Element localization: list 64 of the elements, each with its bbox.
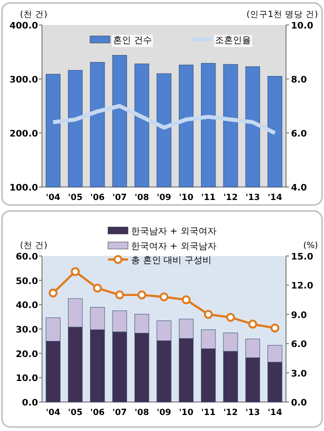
point [204, 310, 213, 319]
x-tick-label: '12 [223, 193, 238, 203]
x-tick-label: '08 [134, 193, 150, 203]
y-tick-label: 30.0 [16, 326, 38, 336]
y-tick-label: 60.0 [16, 252, 38, 262]
y2-tick-label: 15.0 [291, 252, 314, 262]
x-tick-label: '10 [178, 193, 194, 203]
legend-label: 한국여자 + 외국남자 [131, 242, 216, 252]
x-tick-label: '04 [46, 193, 60, 203]
x-tick-label: '13 [246, 193, 260, 203]
y2-tick-label: 3.0 [291, 369, 307, 380]
y-tick-label: 0.0 [22, 398, 38, 408]
x-tick-label: '09 [156, 408, 172, 418]
x-tick-label: '06 [90, 408, 105, 418]
y2-tick-label: 8.0 [291, 76, 307, 86]
legend-label: 총 혼인 대비 구성비 [131, 256, 212, 266]
y-tick-label: 200.0 [10, 130, 38, 140]
y-tick-label: 300.0 [10, 76, 38, 86]
legend-label: 한국남자 + 외국여자 [131, 227, 216, 237]
legend-label: 혼인 건수 [113, 36, 152, 46]
x-tick-label: '06 [90, 193, 105, 203]
x-tick-label: '13 [246, 408, 260, 418]
point [137, 290, 146, 300]
point [115, 290, 124, 300]
y-tick-label: 20.0 [16, 350, 38, 360]
y-tick-label: 400.0 [10, 22, 38, 32]
x-tick-label: '10 [178, 408, 194, 418]
x-tick-label: '09 [156, 193, 172, 203]
x-tick-label: '12 [223, 408, 238, 418]
line-series [51, 104, 277, 135]
y2-tick-label: 9.0 [291, 310, 307, 321]
point [270, 324, 280, 333]
y-tick-label: 10.0 [16, 374, 38, 384]
y-tick-label: 50.0 [16, 276, 38, 287]
y-axis-title: (천 건) [20, 241, 48, 251]
y2-tick-label: 12.0 [291, 282, 314, 292]
x-tick-label: '07 [112, 408, 127, 418]
x-tick-label: '11 [201, 408, 216, 418]
point [48, 288, 58, 298]
y2-tick-label: 4.0 [291, 184, 307, 194]
y-tick-label: 40.0 [16, 301, 38, 312]
y2-tick-label: 6.0 [291, 130, 307, 140]
y2-tick-label: 6.0 [291, 340, 307, 350]
x-tick-label: '05 [68, 193, 83, 203]
x-tick-label: '07 [112, 193, 127, 203]
y2-axis-title: (%) [303, 241, 318, 251]
point [160, 292, 168, 302]
x-tick-label: '05 [68, 408, 83, 418]
point [248, 320, 258, 329]
legend-label: 조혼인율 [215, 36, 251, 46]
y2-axis-title: (인구1천 명당 건) [246, 10, 318, 20]
x-tick-label: '11 [201, 193, 216, 203]
x-tick-label: '04 [46, 408, 60, 418]
y-tick-label: 100.0 [10, 184, 38, 194]
y-axis-title: (천 건) [20, 10, 48, 20]
y2-tick-label: 0.0 [291, 398, 307, 408]
point [182, 295, 191, 304]
x-tick-label: '14 [268, 408, 282, 418]
point [70, 267, 80, 276]
point [92, 284, 102, 293]
x-tick-label: '08 [134, 408, 150, 418]
point [226, 312, 236, 322]
y2-tick-label: 10.0 [291, 22, 314, 32]
x-tick-label: '14 [268, 193, 282, 203]
